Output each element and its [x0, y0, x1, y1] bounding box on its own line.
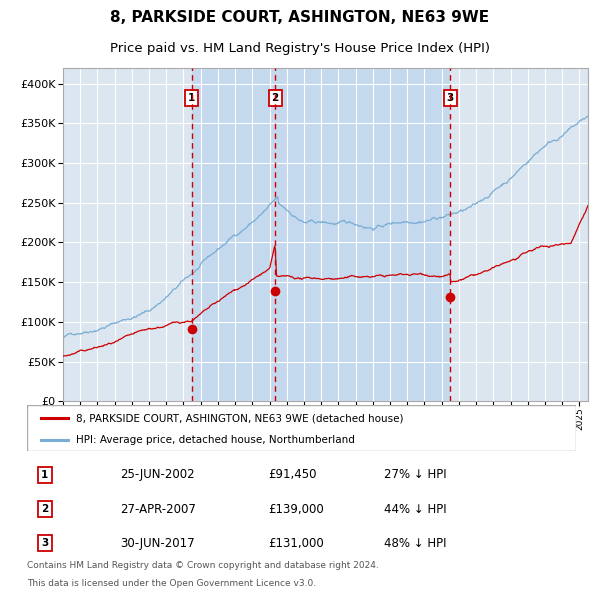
Text: £131,000: £131,000: [269, 536, 325, 550]
Text: 1: 1: [41, 470, 48, 480]
Text: Price paid vs. HM Land Registry's House Price Index (HPI): Price paid vs. HM Land Registry's House …: [110, 42, 490, 55]
Text: £91,450: £91,450: [269, 468, 317, 481]
Bar: [275, 68, 450, 401]
Text: 3: 3: [446, 93, 454, 103]
Text: £139,000: £139,000: [269, 503, 325, 516]
Text: This data is licensed under the Open Government Licence v3.0.: This data is licensed under the Open Gov…: [27, 579, 316, 588]
Text: 44% ↓ HPI: 44% ↓ HPI: [384, 503, 446, 516]
Text: 27-APR-2007: 27-APR-2007: [121, 503, 196, 516]
FancyBboxPatch shape: [27, 405, 576, 451]
Bar: [192, 68, 275, 401]
Text: 8, PARKSIDE COURT, ASHINGTON, NE63 9WE: 8, PARKSIDE COURT, ASHINGTON, NE63 9WE: [110, 10, 490, 25]
Text: 1: 1: [188, 93, 196, 103]
Text: HPI: Average price, detached house, Northumberland: HPI: Average price, detached house, Nort…: [76, 435, 355, 445]
Text: 2: 2: [271, 93, 278, 103]
Text: 25-JUN-2002: 25-JUN-2002: [121, 468, 195, 481]
Text: 48% ↓ HPI: 48% ↓ HPI: [384, 536, 446, 550]
Text: 30-JUN-2017: 30-JUN-2017: [121, 536, 195, 550]
Text: 8, PARKSIDE COURT, ASHINGTON, NE63 9WE (detached house): 8, PARKSIDE COURT, ASHINGTON, NE63 9WE (…: [76, 413, 404, 423]
Text: 3: 3: [41, 538, 48, 548]
Text: 2: 2: [41, 504, 48, 514]
Text: Contains HM Land Registry data © Crown copyright and database right 2024.: Contains HM Land Registry data © Crown c…: [27, 561, 379, 570]
Text: 27% ↓ HPI: 27% ↓ HPI: [384, 468, 446, 481]
